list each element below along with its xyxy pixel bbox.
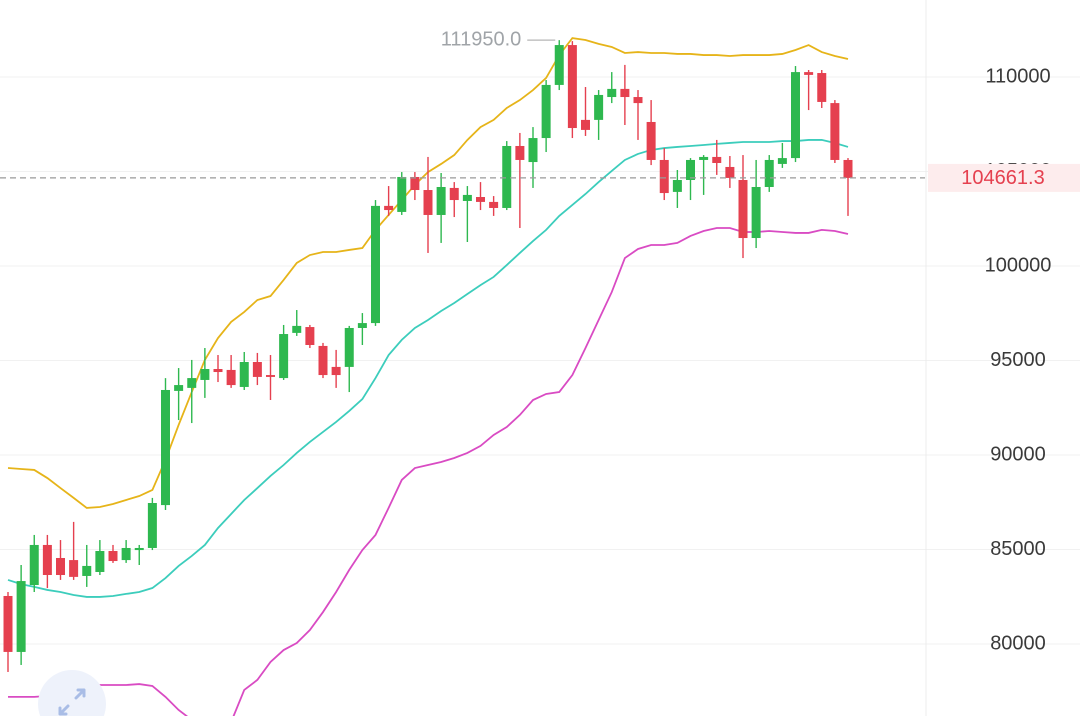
candle-body xyxy=(633,97,643,104)
candle-body xyxy=(252,362,262,377)
candle-body xyxy=(777,158,787,164)
candle-body xyxy=(699,156,709,160)
candle-body xyxy=(147,502,157,548)
candle-body xyxy=(607,88,617,98)
overlay: 8000085000900009500010000010500011000010… xyxy=(441,28,1080,654)
expand-button-bg xyxy=(38,670,106,716)
candle-body xyxy=(95,551,105,572)
candle-body xyxy=(213,368,223,373)
candle-body xyxy=(200,368,210,380)
candle-body xyxy=(16,581,26,652)
candle-body xyxy=(791,72,800,159)
grid xyxy=(0,76,1080,645)
candle-body xyxy=(371,205,380,324)
candle-body xyxy=(843,159,853,178)
candle-body xyxy=(305,327,315,345)
y-tick-label: 85000 xyxy=(990,538,1046,560)
candle-body xyxy=(449,187,459,201)
y-tick-label: 100000 xyxy=(985,254,1052,276)
candle-body xyxy=(108,551,118,562)
candle-body xyxy=(502,145,512,208)
candle-body xyxy=(423,190,433,215)
plot-area xyxy=(0,37,925,716)
candle-body xyxy=(174,385,184,391)
candle-body xyxy=(541,84,551,139)
candle-body xyxy=(830,103,840,160)
candle-body xyxy=(554,45,564,85)
candle-body xyxy=(134,547,144,551)
candle-body xyxy=(567,45,577,129)
last-price-box xyxy=(928,163,1080,192)
candle-body xyxy=(357,323,367,328)
candle-body xyxy=(397,176,407,212)
candle-body xyxy=(581,119,590,130)
candle-body xyxy=(515,145,525,160)
candle-body xyxy=(226,369,236,386)
candle-body xyxy=(187,378,197,388)
candle-body xyxy=(672,180,682,192)
candle-body xyxy=(29,544,39,586)
candle-body xyxy=(69,560,79,577)
candle-body xyxy=(82,565,92,576)
candle-body xyxy=(764,159,774,187)
expand-button[interactable] xyxy=(38,670,106,716)
candle-body xyxy=(410,176,420,191)
y-tick-label: 90000 xyxy=(990,443,1046,465)
candle-body xyxy=(436,186,446,215)
candle-body xyxy=(462,194,472,201)
candle-body xyxy=(738,180,748,239)
candle-body xyxy=(528,138,538,163)
candle-body xyxy=(594,94,604,120)
candle-body xyxy=(161,389,170,506)
candle-body xyxy=(266,375,275,377)
candle-body xyxy=(384,205,394,211)
candle-body xyxy=(292,325,302,333)
candle-body xyxy=(239,362,249,387)
candle-body xyxy=(751,186,761,239)
candle-body xyxy=(318,345,328,376)
high-marker-label: 111950.0 xyxy=(441,28,521,50)
candle-body xyxy=(3,595,13,652)
candle-body xyxy=(659,159,669,194)
candle-body xyxy=(331,366,341,376)
candle-body xyxy=(489,201,499,208)
candle-body xyxy=(56,557,65,576)
y-tick-label: 80000 xyxy=(990,632,1046,654)
last-price-label: 104661.3 xyxy=(961,167,1044,189)
candle-body xyxy=(42,544,52,576)
candle-body xyxy=(686,159,695,181)
candle-body xyxy=(646,121,656,160)
lower-band xyxy=(8,227,849,716)
candle-body xyxy=(620,88,630,98)
candle-body xyxy=(279,334,289,379)
expand-icon xyxy=(58,688,86,716)
candle-body xyxy=(344,327,354,367)
candle-body xyxy=(476,197,485,202)
candle-body xyxy=(725,166,735,178)
candle-body xyxy=(121,547,131,561)
candle-body xyxy=(817,73,827,102)
candle-body xyxy=(712,156,722,163)
y-tick-label: 110000 xyxy=(985,65,1050,87)
middle-band xyxy=(7,139,849,598)
y-tick-label: 95000 xyxy=(990,349,1046,371)
candle-body xyxy=(804,72,814,75)
